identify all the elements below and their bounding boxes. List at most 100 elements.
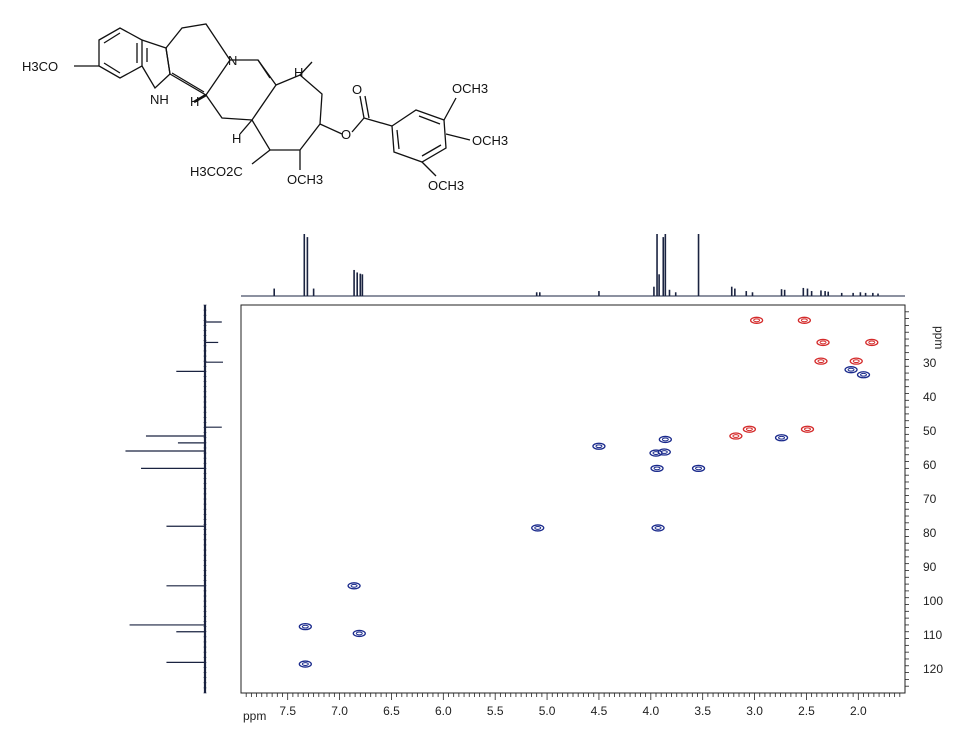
y-tick-label: 40 <box>923 390 937 404</box>
contour-outer <box>749 316 764 324</box>
contour-inner <box>852 359 860 364</box>
contour-inner <box>595 444 603 449</box>
contour-inner <box>732 434 740 438</box>
positive-cross-peak <box>774 434 789 442</box>
positive-cross-peak <box>298 660 312 668</box>
x-tick-label: 5.5 <box>487 704 504 718</box>
positive-cross-peak <box>352 629 366 638</box>
contour-inner <box>817 359 825 364</box>
carbonyl-o-label: O <box>352 82 362 97</box>
positive-cross-peak <box>691 464 706 473</box>
piperidine-ring <box>165 23 231 96</box>
x-tick-label: 7.0 <box>331 704 348 718</box>
ring-e <box>251 74 323 151</box>
x-tick-label: 2.0 <box>850 704 867 718</box>
contour-inner <box>301 662 309 666</box>
y-tick-label: 100 <box>923 594 943 608</box>
contour-outer <box>774 434 789 442</box>
y-tick-label: 110 <box>923 628 942 642</box>
x-tick-label: 4.0 <box>642 704 659 718</box>
contour-outer <box>657 448 671 456</box>
x-tick-label: 7.5 <box>279 704 296 718</box>
structure-labels: H3CO NH N H H H O O H3CO2C OCH3 OCH3 OCH… <box>22 53 508 193</box>
plot-frame <box>240 304 906 694</box>
y-axis: 30 40 50 60 70 80 90 100 110 120 <box>905 311 943 687</box>
contour-outer <box>592 442 606 450</box>
y-tick-label: 70 <box>923 492 937 506</box>
negative-cross-peak <box>742 425 757 433</box>
contour-inner <box>860 372 867 377</box>
carbon-projection <box>125 304 223 694</box>
h-top-label: H <box>294 65 303 80</box>
positive-cross-peak <box>657 448 671 456</box>
contour-outer <box>298 660 312 668</box>
contour-inner <box>660 450 668 454</box>
contour-outer <box>658 435 672 444</box>
n-label: N <box>228 53 237 68</box>
contour-outer <box>844 366 858 374</box>
positive-cross-peak <box>650 464 664 473</box>
negative-cross-peak <box>749 316 764 324</box>
aryl-och3-bottom-label: OCH3 <box>428 178 464 193</box>
contour-outer <box>849 357 863 365</box>
ester-o-label: O <box>341 127 351 142</box>
positive-cross-peak <box>298 622 312 631</box>
y-tick-label: 90 <box>923 560 937 574</box>
contour-outer <box>649 449 663 457</box>
contour-outer <box>729 432 743 440</box>
contour-inner <box>819 340 827 345</box>
contour-outer <box>651 524 665 532</box>
x-axis: 7.5 7.0 6.5 6.0 5.5 5.0 4.5 4.0 3.5 3.0 2.5 2.0 <box>245 693 901 718</box>
aryl-och3-top-label: OCH3 <box>452 81 488 96</box>
positive-cross-peak <box>856 371 871 379</box>
contour-inner <box>800 318 808 323</box>
contour-inner <box>868 340 876 345</box>
y-tick-label: 60 <box>923 458 937 472</box>
contour-outer <box>800 425 815 433</box>
pyrrole-ring <box>141 39 171 90</box>
positive-cross-peak <box>649 449 663 457</box>
contour-inner <box>534 526 542 530</box>
x-tick-label: 3.5 <box>694 704 711 718</box>
contour-outer <box>856 371 871 379</box>
x-tick-label: 6.5 <box>383 704 400 718</box>
contour-inner <box>301 624 309 629</box>
positive-cross-peak <box>844 366 858 374</box>
y-axis-label: ppm <box>932 326 946 349</box>
contour-outer <box>814 357 828 365</box>
y-tick-label: 80 <box>923 526 937 540</box>
contour-outer <box>298 622 312 631</box>
ring-methoxy-label: OCH3 <box>287 172 323 187</box>
x-tick-label: 4.5 <box>591 704 608 718</box>
h-left-label: H <box>190 94 199 109</box>
negative-cross-peak <box>814 357 828 365</box>
cross-peaks <box>298 316 879 668</box>
contour-outer <box>347 582 361 590</box>
contour-inner <box>803 427 811 432</box>
contour-outer <box>691 464 706 473</box>
proton-projection <box>241 234 905 297</box>
nh-label: NH <box>150 92 169 107</box>
contour-outer <box>531 524 545 532</box>
aryl-och3-mid-label: OCH3 <box>472 133 508 148</box>
contour-outer <box>742 425 757 433</box>
contour-inner <box>653 466 661 471</box>
negative-cross-peak <box>729 432 743 440</box>
negative-cross-peak <box>816 338 830 347</box>
positive-cross-peak <box>658 435 672 444</box>
contour-inner <box>753 318 761 323</box>
contour-inner <box>778 435 786 440</box>
y-tick-label: 30 <box>923 356 937 370</box>
ester-group-label: H3CO2C <box>190 164 243 179</box>
y-tick-label: 50 <box>923 424 937 438</box>
contour-outer <box>650 464 664 473</box>
contour-outer <box>352 629 366 638</box>
x-tick-label: 2.5 <box>798 704 815 718</box>
negative-cross-peak <box>800 425 815 433</box>
aryl-ring <box>391 109 447 163</box>
chemical-structure <box>74 23 471 177</box>
y-tick-label: 120 <box>923 662 943 676</box>
contour-inner <box>745 427 753 432</box>
